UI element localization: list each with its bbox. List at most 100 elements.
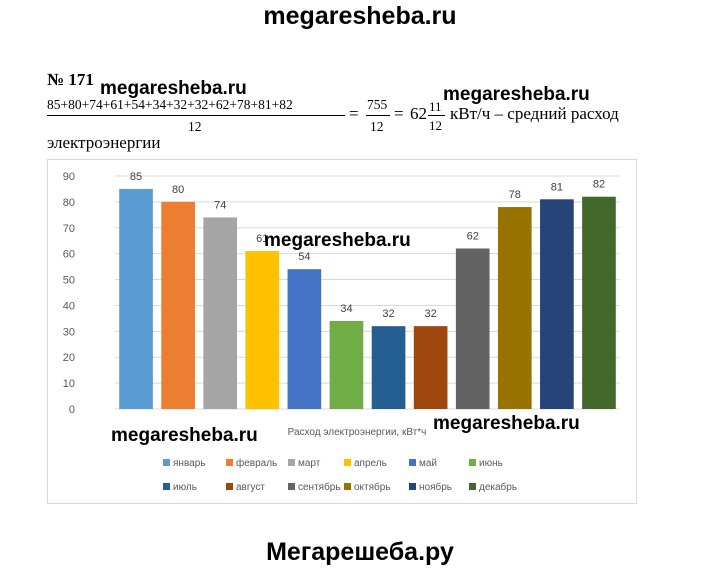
- legend-item: июль: [163, 482, 197, 493]
- legend-label: февраль: [236, 457, 277, 469]
- unit-text: кВт/ч – средний расход: [450, 104, 619, 123]
- y-tick-label: 50: [63, 275, 75, 287]
- legend-label: декабрь: [479, 481, 517, 493]
- result-denominator: 12: [370, 119, 384, 134]
- problem-number: № 171: [47, 70, 94, 89]
- bar-4: [245, 251, 280, 409]
- legend-swatch: [288, 459, 295, 466]
- data-labels: 85 80 74 61 54 34 32 32 62 78 81 82: [130, 171, 605, 320]
- watermark: megaresheba.ru: [100, 78, 247, 99]
- legend-swatch: [226, 459, 233, 466]
- watermark: megaresheba.ru: [264, 230, 411, 251]
- x-axis-label: Расход электроэнергии, кВт*ч: [288, 427, 427, 438]
- data-label: 34: [340, 303, 352, 315]
- legend-item: июнь: [469, 458, 503, 469]
- legend-label: сентябрь: [298, 481, 341, 493]
- watermark: megaresheba.ru: [111, 425, 258, 446]
- watermark: megaresheba.ru: [433, 413, 580, 434]
- y-tick-label: 80: [63, 197, 75, 209]
- chart-bars: [119, 188, 616, 409]
- legend-item: декабрь: [469, 481, 517, 493]
- legend-label: ноябрь: [419, 481, 452, 493]
- legend-item: ноябрь: [409, 481, 452, 493]
- bar-6: [329, 320, 364, 409]
- legend-item: май: [409, 458, 437, 469]
- data-label: 78: [509, 189, 521, 201]
- y-tick-label: 60: [63, 249, 75, 261]
- bar-5: [287, 269, 322, 409]
- result-numerator: 755: [367, 97, 388, 112]
- y-tick-labels: 0 10 20 30 40 50 60 70 80 90: [63, 171, 75, 416]
- bar-10: [497, 207, 532, 409]
- legend-swatch: [163, 483, 170, 490]
- legend-swatch: [409, 459, 416, 466]
- sum-expression: 85+80+74+61+54+34+32+32+62+78+81+82: [47, 97, 293, 112]
- data-label: 54: [298, 251, 310, 263]
- data-label: 32: [425, 308, 437, 320]
- legend-label: март: [298, 458, 321, 469]
- legend-label: май: [419, 458, 437, 469]
- watermark: megaresheba.ru: [443, 84, 590, 105]
- y-tick-label: 40: [63, 300, 75, 312]
- y-tick-label: 0: [69, 404, 75, 416]
- legend-label: октябрь: [354, 481, 391, 493]
- bar-1: [119, 188, 153, 409]
- bar-8: [413, 326, 448, 409]
- y-tick-label: 70: [63, 223, 75, 235]
- data-label: 62: [467, 230, 479, 242]
- legend-item: февраль: [226, 457, 277, 469]
- site-header: megaresheba.ru: [263, 2, 457, 30]
- main-fraction-line: [47, 115, 345, 116]
- legend-label: август: [236, 482, 265, 493]
- legend-swatch: [344, 483, 351, 490]
- y-tick-label: 30: [63, 326, 75, 338]
- data-label: 81: [551, 181, 563, 193]
- mixed-whole: 62: [410, 104, 427, 123]
- legend: январь февраль март апрель май июнь июль август…: [163, 457, 517, 493]
- data-label: 32: [382, 308, 394, 320]
- chart-gridlines: [115, 175, 620, 410]
- mixed-frac-numerator: 11: [429, 99, 442, 114]
- legend-item: октябрь: [344, 481, 391, 493]
- y-tick-label: 10: [63, 378, 75, 390]
- data-label: 61: [256, 233, 268, 245]
- data-label: 85: [130, 171, 142, 183]
- legend-item: сентябрь: [288, 481, 341, 493]
- bar-7: [371, 326, 406, 409]
- data-label: 82: [593, 179, 605, 191]
- y-tick-label: 20: [63, 352, 75, 364]
- chart-frame: [47, 159, 637, 504]
- legend-item: август: [226, 482, 265, 493]
- legend-item: январь: [163, 458, 205, 469]
- equals-sign-2: =: [394, 104, 404, 123]
- legend-label: апрель: [354, 458, 387, 469]
- legend-swatch: [226, 483, 233, 490]
- legend-swatch: [344, 459, 351, 466]
- bar-3: [203, 217, 238, 409]
- legend-swatch: [163, 459, 170, 466]
- legend-swatch: [409, 483, 416, 490]
- sum-divisor: 12: [188, 119, 202, 134]
- equals-sign-1: =: [349, 104, 359, 123]
- site-footer: Мегарешеба.ру: [266, 538, 454, 566]
- bar-2: [161, 201, 195, 409]
- bar-11: [540, 199, 574, 409]
- legend-label: январь: [173, 458, 205, 469]
- legend-swatch: [469, 459, 476, 466]
- mixed-frac-denominator: 12: [429, 118, 442, 133]
- y-tick-label: 90: [63, 171, 75, 183]
- bar-9: [455, 248, 490, 409]
- legend-label: июнь: [479, 458, 503, 469]
- mixed-fraction-line: [428, 115, 445, 116]
- result-fraction-line: [366, 115, 390, 116]
- data-label: 80: [172, 184, 184, 196]
- continuation-text: электроэнергии: [47, 133, 161, 152]
- data-label: 74: [214, 199, 226, 211]
- legend-label: июль: [173, 482, 197, 493]
- legend-item: март: [288, 458, 321, 469]
- bar-12: [582, 196, 616, 409]
- legend-item: апрель: [344, 458, 387, 469]
- legend-swatch: [469, 483, 476, 490]
- legend-swatch: [288, 483, 295, 490]
